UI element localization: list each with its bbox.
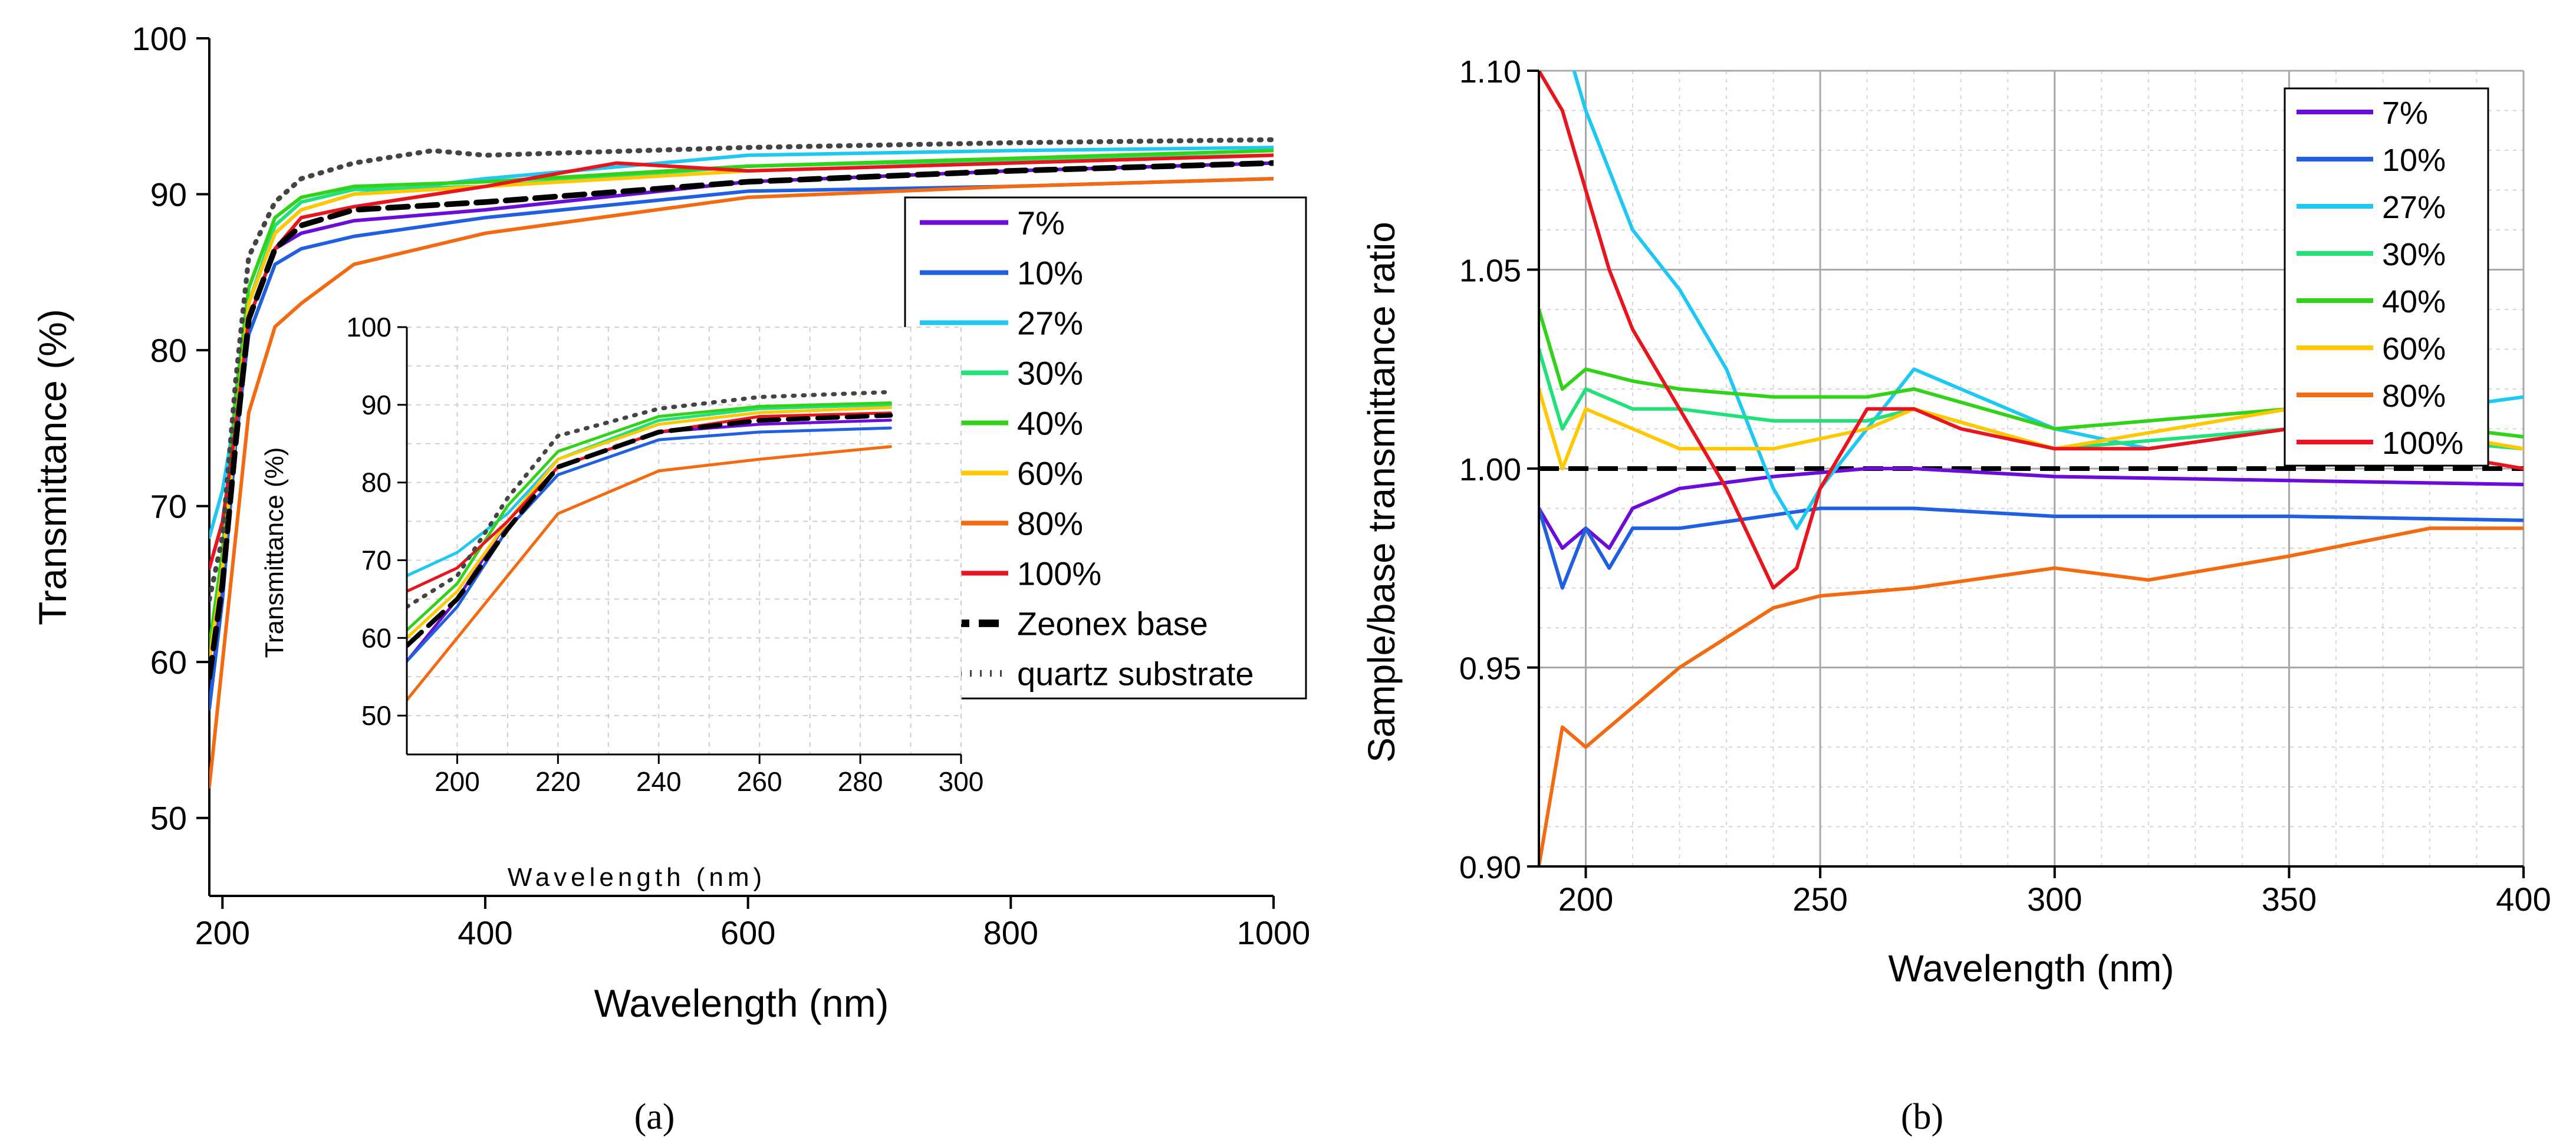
series-line-60pct <box>407 406 892 640</box>
series-line-zeonex-base <box>209 160 1274 681</box>
legend-label-80pct: 80% <box>1017 505 1083 542</box>
x-tick-label: 400 <box>2496 881 2551 918</box>
inset-x-tick-label: 280 <box>838 766 883 797</box>
series-line-7pct <box>1539 467 2524 550</box>
legend-box <box>2284 87 2489 467</box>
inset-x-tick-label: 240 <box>636 766 682 797</box>
legend-label-10pct: 10% <box>1017 255 1083 292</box>
y-tick-label: 70 <box>150 488 187 525</box>
y-tick-label: 1.00 <box>1459 452 1521 487</box>
y-tick-label: 80 <box>150 332 187 369</box>
legend-label-30pct: 30% <box>2382 237 2446 272</box>
y-tick-label: 1.05 <box>1459 253 1521 289</box>
legend-label-40pct: 40% <box>2382 284 2446 319</box>
y-tick-label: 0.90 <box>1459 850 1521 885</box>
y-tick-label: 100 <box>132 20 187 57</box>
x-tick-label: 600 <box>721 914 775 951</box>
legend-label-60pct: 60% <box>1017 455 1083 492</box>
inset-y-tick-label: 60 <box>361 622 392 653</box>
caption-b: (b) <box>1901 1097 1943 1137</box>
y-tick-label: 0.95 <box>1459 651 1521 687</box>
inset-y-tick-label: 90 <box>361 390 392 420</box>
series-line-80pct <box>407 445 892 702</box>
legend-label-80pct: 80% <box>2382 378 2446 414</box>
legend-label-10pct: 10% <box>2382 143 2446 178</box>
legend-label-27pct: 27% <box>2382 190 2446 225</box>
inset-x-tick-label: 300 <box>939 766 984 797</box>
series-line-10pct <box>1539 506 2524 590</box>
series-line-30pct <box>1539 347 2524 451</box>
series-line-10pct <box>407 426 892 663</box>
x-tick-label: 200 <box>1558 881 1613 918</box>
x-tick-label: 400 <box>458 914 512 951</box>
x-tick-label: 300 <box>2027 881 2082 918</box>
inset-y-tick-label: 80 <box>361 467 392 498</box>
x-axis-title: Wavelength (nm) <box>1889 947 2174 990</box>
legend-box <box>904 196 1307 700</box>
x-tick-label: 250 <box>1792 881 1847 918</box>
y-tick-label: 90 <box>150 176 187 213</box>
x-tick-label: 800 <box>983 914 1038 951</box>
y-tick-label: 1.10 <box>1459 54 1521 90</box>
series-line-zeonex-base <box>407 413 893 648</box>
y-axis-title: Transmittance (%) <box>31 309 74 625</box>
x-tick-label: 200 <box>195 914 250 951</box>
inset-y-tick-label: 100 <box>346 312 392 342</box>
y-tick-label: 50 <box>150 800 187 837</box>
legend-label-7pct: 7% <box>2382 95 2428 131</box>
legend-label-quartz-substrate: quartz substrate <box>1017 655 1254 693</box>
series-line-quartz-substrate <box>209 137 1274 602</box>
y-tick-label: 60 <box>150 644 187 681</box>
series-line-quartz-substrate <box>407 390 893 609</box>
inset-x-tick-label: 220 <box>535 766 581 797</box>
legend-label-30pct: 30% <box>1017 355 1083 392</box>
inset-x-tick-label: 200 <box>435 766 480 797</box>
panel-b: 0.90 0.95 1.00 1.05 1.10 200 250 300 350 400 Wavel… <box>1360 54 2551 990</box>
inset-y-tick-label: 70 <box>361 545 392 575</box>
series-line-40pct <box>1539 308 2524 439</box>
x-tick-label: 1000 <box>1237 914 1311 951</box>
inset-x-axis-title: Wavelength (nm) <box>508 863 766 892</box>
legend-label-27pct: 27% <box>1017 305 1083 342</box>
x-tick-label: 350 <box>2262 881 2317 918</box>
inset-x-tick-label: 260 <box>737 766 782 797</box>
series-line-100pct <box>1539 71 2524 590</box>
legend-label-7pct: 7% <box>1017 205 1065 242</box>
panel-a-inset: 50 60 70 80 90 100 200 220 240 260 280 300 Wavelengt… <box>260 312 983 892</box>
x-axis-title: Wavelength (nm) <box>594 981 889 1025</box>
caption-a: (a) <box>634 1097 675 1137</box>
series-line-27pct <box>1572 71 2524 530</box>
inset-y-axis-title: Transmittance (%) <box>260 447 289 658</box>
panel-a: 50 60 70 80 90 100 200 400 600 800 1000 Wavelength … <box>31 20 1310 1025</box>
y-axis-title: Sample/base transmittance ratio <box>1360 222 1403 763</box>
legend-label-60pct: 60% <box>2382 331 2446 367</box>
inset-background <box>407 327 961 754</box>
series-line-80pct <box>1539 526 2524 866</box>
inset-y-tick-label: 50 <box>361 700 392 731</box>
legend-label-100pct: 100% <box>2382 426 2463 461</box>
series-line-60pct <box>1539 387 2524 470</box>
series-line-40pct <box>407 401 892 632</box>
series-line-80pct <box>209 177 1274 789</box>
legend-label-zeonex-base: Zeonex base <box>1017 605 1208 642</box>
legend-label-40pct: 40% <box>1017 405 1083 442</box>
legend-label-100pct: 100% <box>1017 555 1101 592</box>
